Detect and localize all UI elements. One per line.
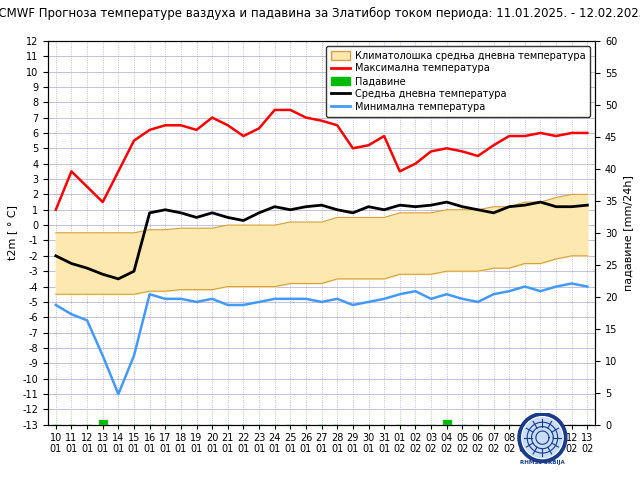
Text: 25: 25 xyxy=(284,433,296,443)
Text: 07: 07 xyxy=(488,433,500,443)
Text: 20: 20 xyxy=(206,433,218,443)
Text: 01: 01 xyxy=(175,444,187,454)
Text: 02: 02 xyxy=(581,444,593,454)
Text: 12: 12 xyxy=(81,433,93,443)
Text: 01: 01 xyxy=(253,444,265,454)
Text: ECMWF Прогноза температуре ваздуха и падавина за Златибор током периода: 11.01.2: ECMWF Прогноза температуре ваздуха и пад… xyxy=(0,7,640,20)
Text: 01: 01 xyxy=(394,433,406,443)
Y-axis label: t2m [ ° C]: t2m [ ° C] xyxy=(7,205,17,260)
Text: 01: 01 xyxy=(331,444,343,454)
Text: 03: 03 xyxy=(425,433,437,443)
Text: 17: 17 xyxy=(159,433,172,443)
Text: 01: 01 xyxy=(97,444,109,454)
Text: 21: 21 xyxy=(221,433,234,443)
Text: 01: 01 xyxy=(81,444,93,454)
Bar xyxy=(99,420,107,425)
Text: 05: 05 xyxy=(456,433,468,443)
Text: 26: 26 xyxy=(300,433,312,443)
Text: RHMSS SRBIJA: RHMSS SRBIJA xyxy=(520,460,564,465)
Text: 22: 22 xyxy=(237,433,250,443)
Text: 02: 02 xyxy=(425,444,437,454)
Text: 12: 12 xyxy=(566,433,578,443)
Text: 02: 02 xyxy=(503,444,515,454)
Bar xyxy=(443,420,451,425)
Text: 01: 01 xyxy=(347,444,359,454)
Text: 02: 02 xyxy=(409,444,422,454)
Text: 09: 09 xyxy=(519,433,531,443)
Text: 15: 15 xyxy=(128,433,140,443)
Text: 01: 01 xyxy=(237,444,250,454)
Text: 19: 19 xyxy=(191,433,203,443)
Text: 08: 08 xyxy=(503,433,515,443)
Text: 29: 29 xyxy=(347,433,359,443)
Text: 24: 24 xyxy=(269,433,281,443)
Y-axis label: падавине [mm/24h]: падавине [mm/24h] xyxy=(623,175,633,291)
Text: 18: 18 xyxy=(175,433,187,443)
Text: 16: 16 xyxy=(143,433,156,443)
Text: 02: 02 xyxy=(566,444,578,454)
Text: 02: 02 xyxy=(488,444,500,454)
Circle shape xyxy=(523,418,562,457)
Text: 01: 01 xyxy=(269,444,281,454)
Text: 13: 13 xyxy=(97,433,109,443)
Text: 01: 01 xyxy=(206,444,218,454)
Text: 11: 11 xyxy=(65,433,77,443)
Text: 02: 02 xyxy=(440,444,453,454)
Text: 01: 01 xyxy=(159,444,172,454)
Text: 02: 02 xyxy=(550,444,563,454)
Text: 01: 01 xyxy=(128,444,140,454)
Text: 02: 02 xyxy=(472,444,484,454)
Text: 06: 06 xyxy=(472,433,484,443)
Text: 04: 04 xyxy=(440,433,452,443)
Text: 01: 01 xyxy=(112,444,124,454)
Text: 01: 01 xyxy=(316,444,328,454)
Text: 01: 01 xyxy=(143,444,156,454)
Text: 27: 27 xyxy=(316,433,328,443)
Text: 14: 14 xyxy=(112,433,124,443)
Text: 01: 01 xyxy=(300,444,312,454)
Legend: Климатолошка средња дневна температура, Максимална температура, Падавине, Средња: Климатолошка средња дневна температура, … xyxy=(326,46,590,117)
Text: 02: 02 xyxy=(534,444,547,454)
Text: 02: 02 xyxy=(518,444,531,454)
Text: 30: 30 xyxy=(362,433,374,443)
Text: 02: 02 xyxy=(394,444,406,454)
Text: 13: 13 xyxy=(581,433,593,443)
Text: 01: 01 xyxy=(191,444,203,454)
Text: 23: 23 xyxy=(253,433,265,443)
Circle shape xyxy=(522,417,563,458)
Text: 01: 01 xyxy=(378,444,390,454)
Text: 01: 01 xyxy=(221,444,234,454)
Text: 10: 10 xyxy=(50,433,62,443)
Text: 01: 01 xyxy=(362,444,374,454)
Text: 01: 01 xyxy=(50,444,62,454)
Text: 11: 11 xyxy=(550,433,562,443)
Text: 10: 10 xyxy=(534,433,547,443)
Text: 01: 01 xyxy=(284,444,296,454)
Text: 02: 02 xyxy=(409,433,422,443)
Circle shape xyxy=(518,413,567,463)
Text: 01: 01 xyxy=(65,444,77,454)
Text: 31: 31 xyxy=(378,433,390,443)
Text: 28: 28 xyxy=(331,433,344,443)
Text: 02: 02 xyxy=(456,444,468,454)
